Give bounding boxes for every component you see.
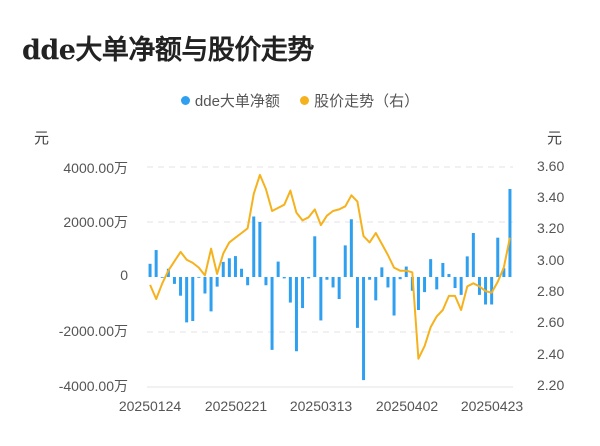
right-tick: 2.20	[537, 377, 565, 393]
bar[interactable]	[459, 277, 463, 295]
bar[interactable]	[374, 277, 378, 301]
bar[interactable]	[197, 277, 201, 278]
left-tick: 4000.00万	[63, 160, 128, 176]
bar[interactable]	[209, 277, 213, 312]
bar[interactable]	[349, 219, 353, 277]
bar[interactable]	[465, 256, 469, 277]
bar[interactable]	[380, 267, 384, 277]
legend-dot-orange-icon	[300, 96, 310, 105]
bar[interactable]	[404, 266, 408, 277]
bar[interactable]	[453, 277, 457, 288]
left-tick: -2000.00万	[58, 323, 128, 339]
legend-label-dde: dde大单净额	[194, 93, 280, 110]
bar[interactable]	[264, 277, 268, 286]
bar-series-dde	[148, 189, 512, 381]
bar[interactable]	[319, 277, 323, 321]
bar[interactable]	[471, 233, 475, 277]
bar[interactable]	[508, 189, 512, 277]
right-tick: 3.20	[537, 220, 565, 236]
line-series-price	[149, 173, 511, 360]
bar[interactable]	[233, 256, 237, 277]
x-tick: 20250221	[204, 398, 268, 414]
right-tick: 3.60	[537, 158, 565, 174]
bar[interactable]	[435, 277, 439, 290]
bar[interactable]	[203, 277, 207, 294]
x-tick: 20250402	[375, 398, 439, 414]
bar[interactable]	[496, 237, 500, 277]
bar[interactable]	[368, 277, 372, 280]
bar[interactable]	[276, 261, 280, 277]
bar[interactable]	[343, 245, 347, 277]
left-axis-unit: 元	[34, 130, 50, 147]
bar[interactable]	[246, 277, 250, 286]
bar[interactable]	[301, 277, 305, 309]
right-axis-unit: 元	[547, 130, 563, 147]
bar[interactable]	[362, 277, 366, 381]
bar[interactable]	[252, 216, 256, 278]
legend-dot-blue-icon	[180, 96, 190, 105]
right-tick: 2.80	[537, 283, 565, 299]
bar[interactable]	[392, 277, 396, 316]
bar[interactable]	[154, 250, 158, 277]
bar[interactable]	[221, 261, 225, 277]
bar[interactable]	[337, 277, 341, 299]
x-tick: 20250124	[118, 398, 182, 414]
bar[interactable]	[441, 262, 445, 277]
legend-item-price[interactable]: 股价走势（右）	[300, 90, 419, 111]
bar[interactable]	[227, 258, 231, 277]
bar[interactable]	[307, 277, 311, 279]
x-tick: 20250423	[460, 398, 524, 414]
right-tick: 3.40	[537, 189, 565, 205]
x-tick: 20250313	[289, 398, 353, 414]
bar[interactable]	[240, 268, 244, 277]
bar[interactable]	[215, 277, 219, 287]
right-tick: 2.40	[537, 346, 565, 362]
right-tick: 3.00	[537, 252, 565, 268]
bar[interactable]	[429, 259, 433, 277]
bar[interactable]	[185, 277, 189, 323]
legend: dde大单净额 股价走势（右）	[0, 90, 600, 111]
bar[interactable]	[288, 277, 292, 303]
legend-item-dde[interactable]: dde大单净额	[180, 90, 280, 111]
left-tick: 0	[120, 267, 128, 283]
bar[interactable]	[313, 236, 317, 277]
bar[interactable]	[447, 273, 451, 277]
bar[interactable]	[423, 277, 427, 293]
bar[interactable]	[258, 222, 262, 277]
bar[interactable]	[398, 277, 402, 280]
bar[interactable]	[148, 263, 152, 277]
bar[interactable]	[355, 277, 359, 328]
bar[interactable]	[294, 277, 298, 352]
bar[interactable]	[386, 277, 390, 288]
bar[interactable]	[416, 277, 420, 310]
bar[interactable]	[270, 277, 274, 350]
bar[interactable]	[179, 277, 183, 296]
bar[interactable]	[325, 277, 329, 280]
right-tick: 2.60	[537, 314, 565, 330]
legend-label-price: 股价走势（右）	[314, 93, 420, 110]
left-tick: 2000.00万	[63, 214, 128, 230]
chart-title: dde大单净额与股价走势	[22, 35, 314, 66]
bar[interactable]	[191, 277, 195, 321]
bar[interactable]	[502, 268, 506, 277]
left-tick: -4000.00万	[58, 378, 128, 394]
bar[interactable]	[282, 277, 286, 279]
bar[interactable]	[331, 277, 335, 288]
bar[interactable]	[160, 277, 164, 278]
gridlines	[147, 166, 513, 388]
bar[interactable]	[172, 277, 176, 284]
